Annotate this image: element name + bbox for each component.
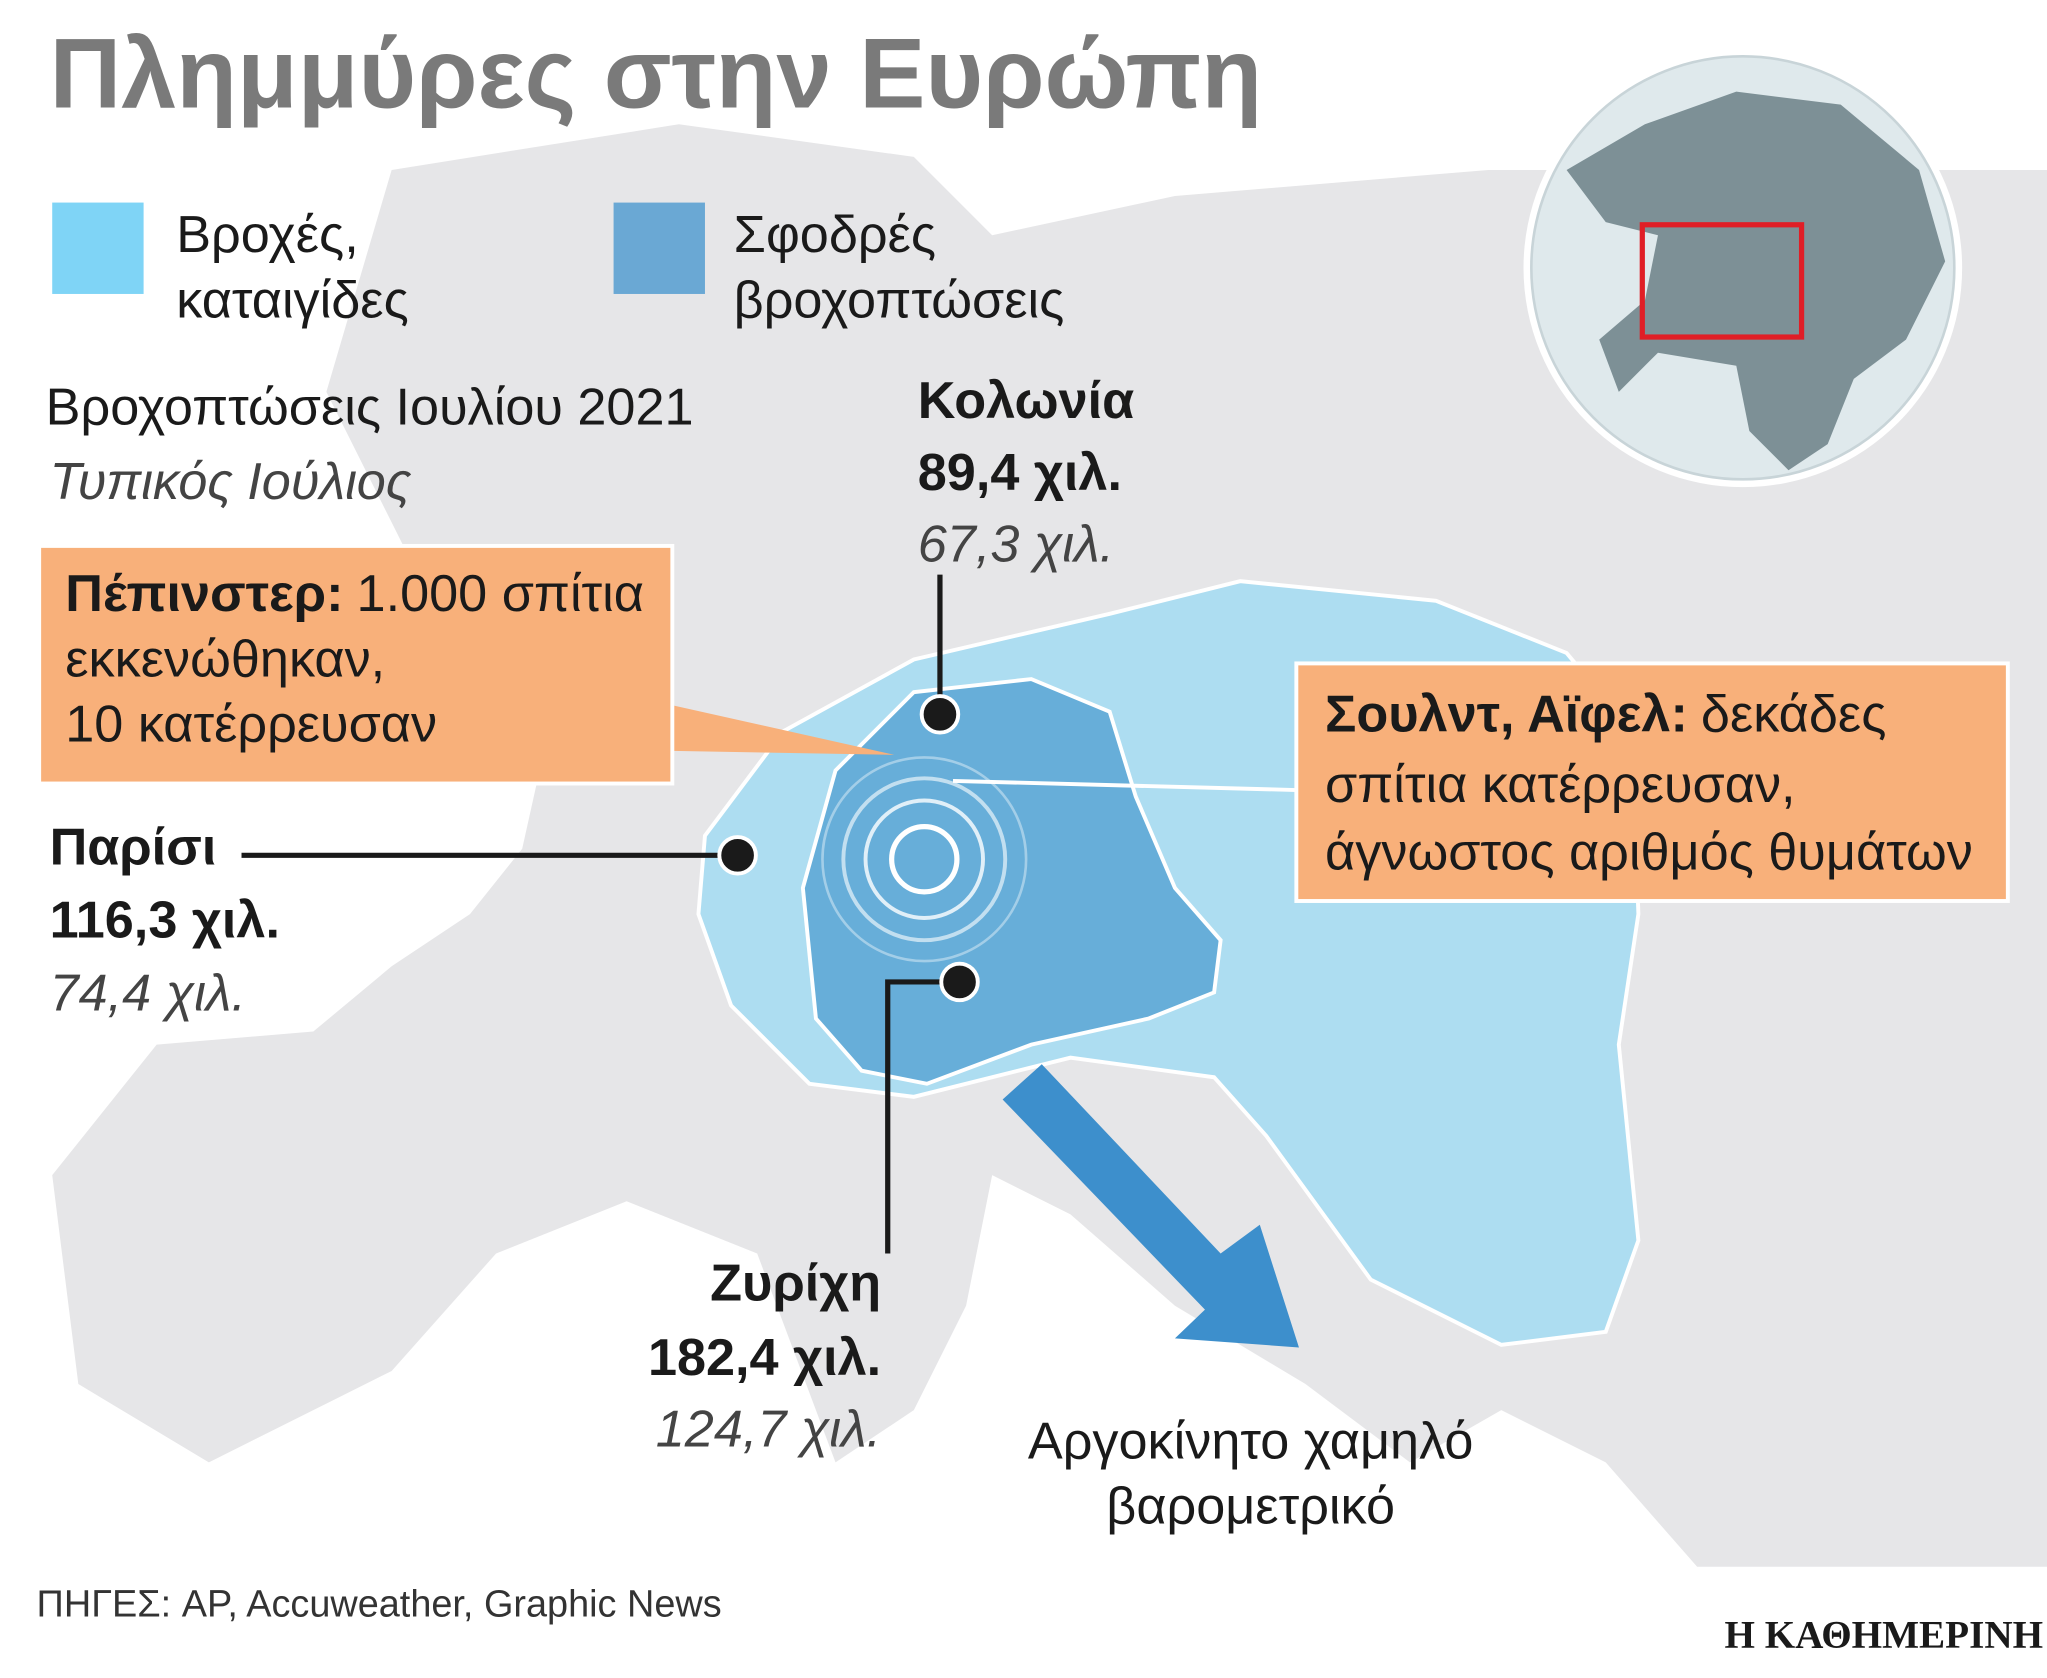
city-typical: 74,4 χιλ. xyxy=(50,965,246,1023)
epicenter-ring xyxy=(863,798,985,920)
legend-label: καταιγίδες xyxy=(176,271,408,329)
legend-label: Βροχές, xyxy=(176,206,358,264)
city-dot xyxy=(717,835,758,876)
legend-swatch xyxy=(52,202,144,294)
epicenter xyxy=(821,756,1028,963)
city-actual: 182,4 χιλ. xyxy=(648,1329,881,1387)
city-dot xyxy=(919,694,961,735)
callout-line: άγνωστος αριθμός θυμάτων xyxy=(1325,824,1973,882)
legend-swatch xyxy=(613,202,705,294)
callout-place: Σουλντ, Αϊφελ: xyxy=(1325,685,1688,743)
arrow-label: Αργοκίνητο χαμηλό xyxy=(1028,1412,1474,1470)
arrow-label: βαρομετρικό xyxy=(1106,1478,1395,1536)
low-pressure-arrow xyxy=(1002,1064,1299,1348)
callout-line: 10 κατέρρευσαν xyxy=(65,696,437,754)
leader-line xyxy=(885,979,960,1254)
city-dot xyxy=(939,961,980,1003)
epicenter-ring xyxy=(841,776,1008,943)
city-name: Παρίσι xyxy=(50,818,217,876)
callout-line: Σουλντ, Αϊφελ: δεκάδες xyxy=(1325,685,1886,743)
callout-line: σπίτια κατέρρευσαν, xyxy=(1325,756,1796,814)
callout-line: εκκενώθηκαν, xyxy=(65,630,385,688)
footer-band xyxy=(0,1579,2047,1678)
callout-place: Πέπινστερ: xyxy=(65,565,343,623)
globe-land xyxy=(1566,91,1946,471)
source: ΠΗΓΕΣ: AP, Accuweather, Graphic News xyxy=(37,1583,722,1625)
city-actual: 89,4 χιλ. xyxy=(918,444,1122,502)
callout-pointer xyxy=(952,778,1297,793)
callout-box xyxy=(1294,661,2010,903)
brand: Η ΚΑΘΗΜΕΡΙΝΗ xyxy=(1724,1614,2043,1657)
epicenter-ring xyxy=(889,823,960,895)
epicenter-ring xyxy=(821,756,1028,963)
globe-highlight xyxy=(1639,222,1805,340)
subtitle: Βροχοπτώσεις Ιουλίου 2021 xyxy=(46,379,694,437)
callout-pointer xyxy=(672,705,895,755)
city-typical: 67,3 χιλ. xyxy=(918,516,1114,574)
city-name: Ζυρίχη xyxy=(710,1254,881,1312)
legend-label: βροχοπτώσεις xyxy=(734,271,1065,329)
callout-text: 1.000 σπίτια xyxy=(357,565,644,623)
legend-label: Σφοδρές xyxy=(734,206,936,264)
title: Πλημμύρες στην Ευρώπη xyxy=(50,18,1262,129)
callout-box xyxy=(37,543,675,786)
callout-text: δεκάδες xyxy=(1701,685,1886,743)
subtitle-typical: Τυπικός Ιούλιος xyxy=(50,453,412,511)
city-typical: 124,7 χιλ. xyxy=(656,1401,881,1459)
callout-line: Πέπινστερ: 1.000 σπίτια xyxy=(65,565,644,623)
city-name: Κολωνία xyxy=(918,372,1135,430)
city-actual: 116,3 χιλ. xyxy=(50,892,280,950)
